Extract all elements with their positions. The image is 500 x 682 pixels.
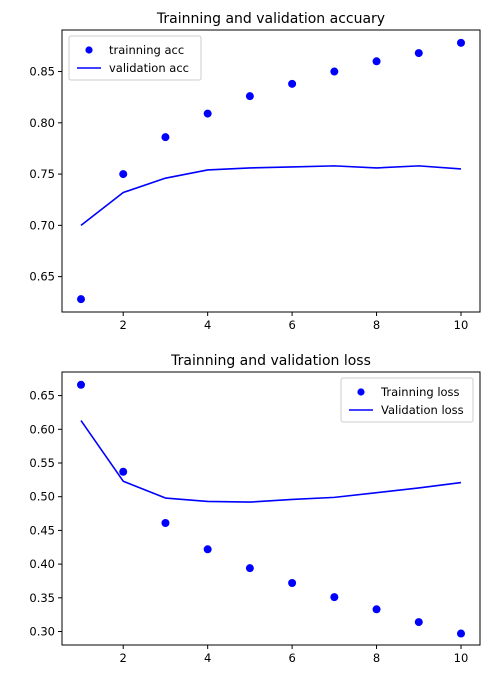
data-point [203,545,212,554]
chart-title: Trainning and validation loss [170,353,371,369]
legend: trainning acc validation acc [68,35,202,81]
y-tick-label: 0.65 [29,270,55,284]
x-tick-label: 4 [204,651,211,665]
x-tick-label: 4 [204,318,211,332]
axes-frame [61,371,481,646]
data-point [161,518,170,527]
plot-area: 2 4 6 8 10 0.65 0.70 0.75 0.80 0.85 [29,29,481,332]
data-point [77,295,85,304]
x-tick-label: 10 [454,318,469,332]
data-point [161,133,170,142]
legend-label: Validation loss [381,403,464,417]
legend: Trainning loss Validation loss [340,377,474,423]
y-tick-label: 0.50 [29,490,55,504]
y-tick-label: 0.80 [29,116,55,130]
data-point [372,57,381,66]
x-tick-label: 6 [288,651,295,665]
y-tick-label: 0.60 [29,422,55,436]
y-tick-label: 0.45 [29,523,55,537]
x-axis-ticks: 2 4 6 8 10 [120,645,469,665]
y-tick-label: 0.70 [29,218,55,232]
data-point [414,618,423,627]
legend-label: Trainning loss [380,385,460,399]
y-tick-label: 0.35 [29,591,55,605]
x-tick-label: 10 [454,651,469,665]
chart-title: Trainning and validation accuary [156,11,385,27]
y-tick-label: 0.40 [29,557,55,571]
legend-box [340,377,474,423]
loss-chart: Trainning and validation loss 2 4 6 8 10 0.3… [29,353,481,665]
series-layer [77,380,465,638]
series-line [80,165,462,226]
y-axis-ticks: 0.65 0.70 0.75 0.80 0.85 [29,65,62,284]
data-point [245,92,254,101]
data-point [203,109,212,118]
data-point [330,593,339,602]
x-tick-label: 8 [373,318,380,332]
accuracy-chart: Trainning and validation accuary 2 4 6 8 10 … [29,11,481,332]
data-point [414,49,423,58]
data-point [372,605,381,614]
legend-marker [85,46,93,54]
legend-entry: trainning acc [85,43,184,57]
data-point [457,38,465,47]
legend-label: validation acc [109,61,189,75]
y-tick-label: 0.65 [29,389,55,403]
plot-area: 2 4 6 8 10 0.30 0.35 0.40 0.45 0.50 0.55 0.60 0.65 [29,371,481,665]
data-point [245,564,254,573]
x-axis-ticks: 2 4 6 8 10 [120,312,469,332]
legend-label: trainning acc [109,43,184,57]
legend-box [68,35,202,81]
data-point [119,170,128,179]
legend-marker [357,388,365,396]
y-tick-label: 0.75 [29,167,55,181]
series-layer [77,38,465,304]
data-point [288,578,297,587]
x-tick-label: 8 [373,651,380,665]
legend-entry: Trainning loss [357,385,460,399]
data-point [77,380,85,389]
legend-entry: Validation loss [349,403,464,417]
y-tick-label: 0.30 [29,625,55,639]
series-line [80,420,462,503]
data-point [119,467,128,476]
x-tick-label: 2 [120,318,127,332]
data-point [457,629,465,638]
data-point [330,67,339,76]
axes-frame [61,29,481,313]
y-tick-label: 0.55 [29,456,55,470]
y-axis-ticks: 0.30 0.35 0.40 0.45 0.50 0.55 0.60 0.65 [29,389,62,639]
data-point [288,79,297,88]
x-tick-label: 2 [120,651,127,665]
x-tick-label: 6 [288,318,295,332]
legend-entry: validation acc [77,61,189,75]
y-tick-label: 0.85 [29,65,55,79]
